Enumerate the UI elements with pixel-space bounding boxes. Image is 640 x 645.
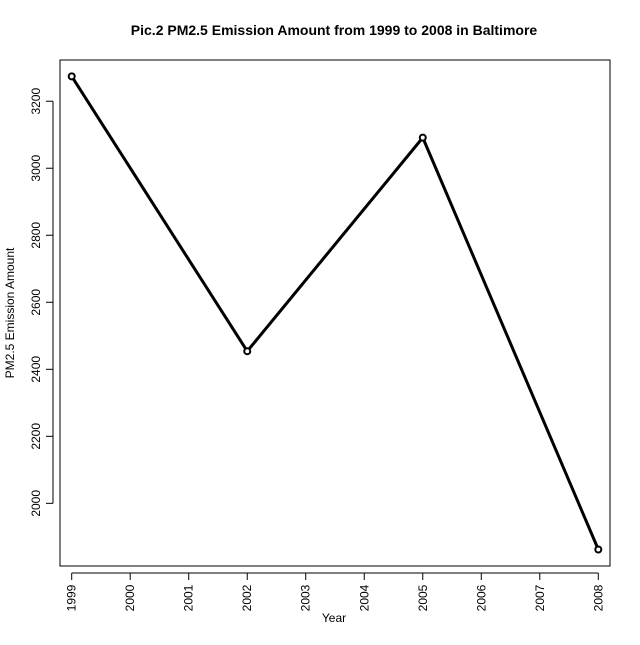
x-tick-label: 2001: [182, 584, 196, 611]
y-tick-label: 3200: [29, 88, 43, 115]
x-tick-label: 1999: [65, 584, 79, 611]
y-tick-label: 2000: [29, 490, 43, 517]
x-tick-label: 2000: [123, 584, 137, 611]
y-tick-label: 2200: [29, 423, 43, 450]
y-tick-label: 2400: [29, 356, 43, 383]
y-tick-label: 2600: [29, 289, 43, 316]
plot-area-frame: [59, 59, 611, 567]
x-tick-label: 2007: [533, 584, 547, 611]
x-tick-label: 2006: [474, 584, 488, 611]
y-tick-label: 2800: [29, 222, 43, 249]
x-axis: 1999 2000 2001 2002 2003 2004 2005 2006 2007 2008: [65, 572, 605, 611]
series-layer: [67, 72, 603, 554]
x-tick-label: 2008: [591, 584, 605, 611]
y-tick-label: 3000: [29, 155, 43, 182]
y-axis-label: PM2.5 Emission Amount: [3, 247, 17, 378]
series-line: [70, 75, 600, 551]
x-tick-label: 2005: [416, 584, 430, 611]
chart-title: Pic.2 PM2.5 Emission Amount from 1999 to…: [131, 22, 538, 38]
x-tick-label: 2004: [357, 584, 371, 611]
x-axis-label: Year: [322, 611, 346, 625]
y-axis: 2000 2200 2400 2600 2800 3000 3200: [29, 88, 54, 517]
data-point: [243, 347, 252, 356]
data-point: [418, 133, 427, 142]
x-tick-label: 2003: [299, 584, 313, 611]
data-point: [594, 545, 603, 554]
x-tick-label: 2002: [240, 584, 254, 611]
data-point: [67, 72, 76, 81]
